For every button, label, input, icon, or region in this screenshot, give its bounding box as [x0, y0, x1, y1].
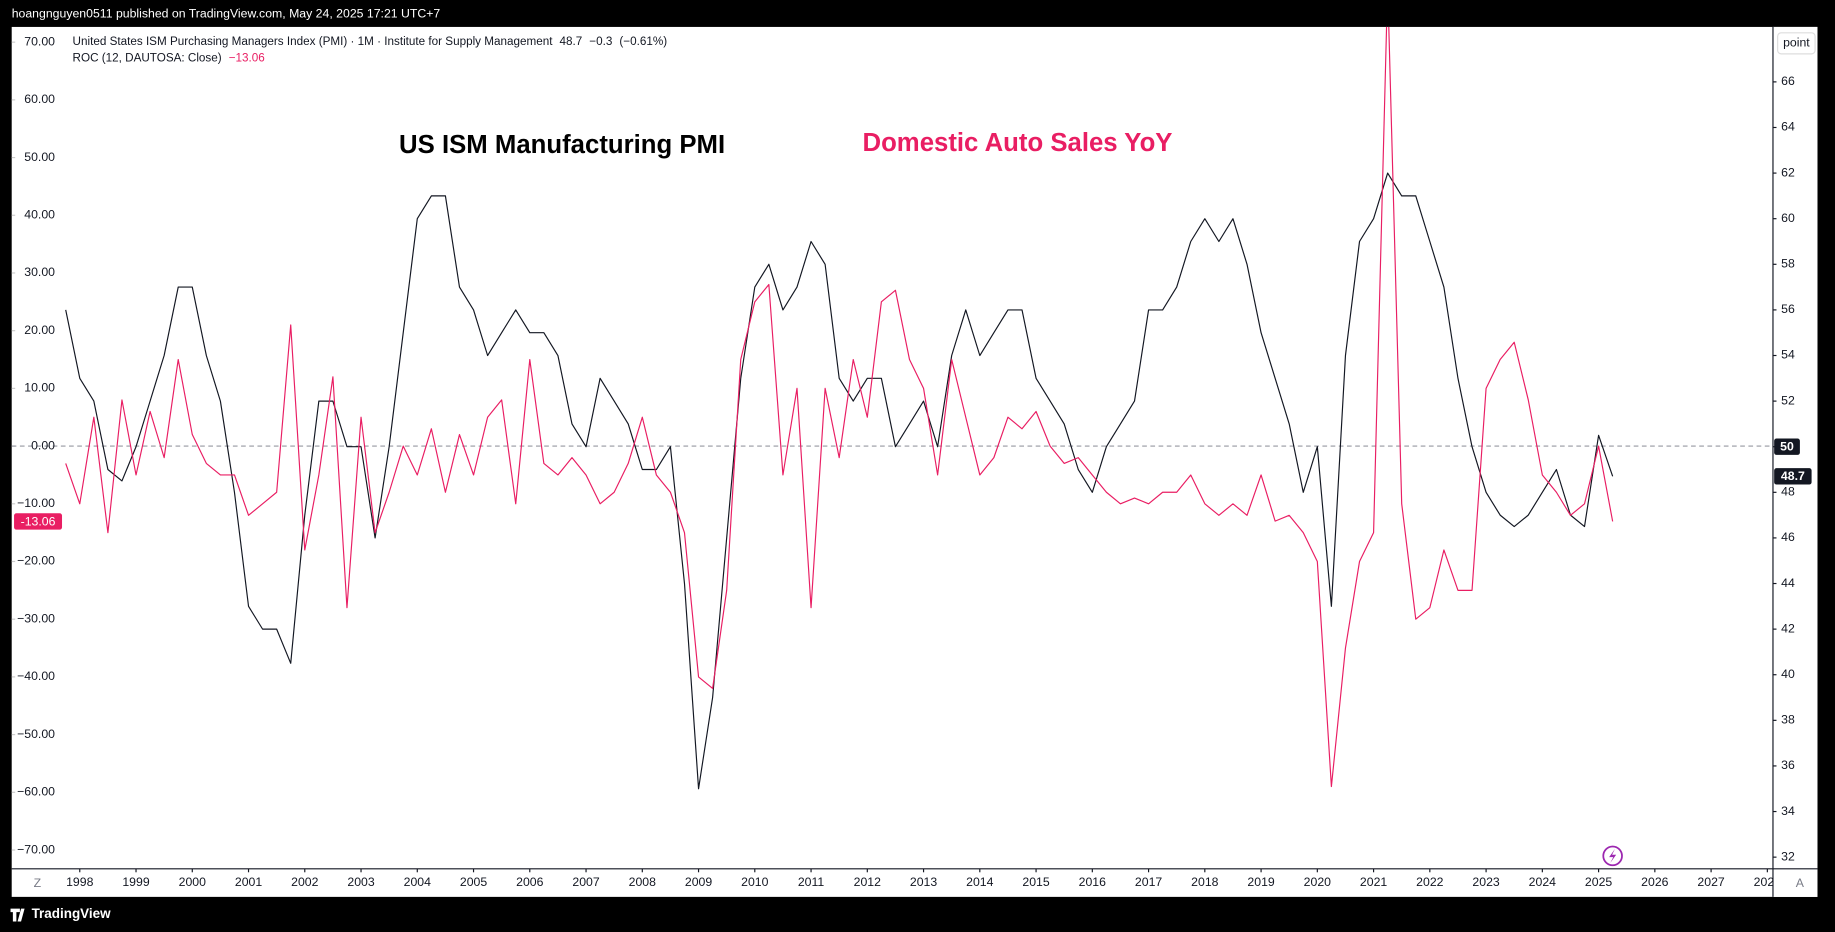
publisher: hoangnguyen0511 published on TradingView…	[12, 6, 441, 20]
x-tick-label: 2018	[1191, 875, 1218, 889]
y2-tick-label: 64	[1781, 120, 1795, 134]
x-tick-label: 2011	[798, 875, 825, 889]
overlay-layer: United States ISM Purchasing Managers In…	[73, 35, 1173, 159]
y-tick-label: −70.00	[17, 842, 55, 856]
y-tick-label: 50.00	[24, 150, 55, 164]
y2-tick-label: 54	[1781, 348, 1795, 362]
y2-tick-label: 38	[1781, 713, 1795, 727]
x-tick-label: 2012	[854, 875, 881, 889]
x-tick-label: 2025	[1585, 875, 1612, 889]
x-tick-label: 2007	[572, 875, 599, 889]
x-tick-label: 2000	[179, 875, 206, 889]
x-tick-label: 2013	[910, 875, 937, 889]
x-tick-label: 2019	[1247, 875, 1274, 889]
lightning-bolt	[1609, 848, 1617, 863]
chart-background	[11, 26, 1818, 897]
y2-tick-label: 58	[1781, 257, 1795, 271]
legend-value: −13.06	[229, 52, 265, 65]
y2-tick-label: 46	[1781, 530, 1795, 544]
unit-box	[1777, 32, 1816, 55]
x-tick-label: 2003	[347, 875, 374, 889]
y2-tick-label: 60	[1781, 211, 1795, 225]
annotation: US ISM Manufacturing PMI	[399, 131, 725, 159]
x-tick-label: 2015	[1022, 875, 1049, 889]
x-tick-label: 2006	[516, 875, 543, 889]
y-tick-label: −40.00	[17, 669, 55, 683]
y2-tick-label: 42	[1781, 621, 1795, 635]
y-tick-label: 30.00	[24, 265, 55, 279]
y-tick-label: 20.00	[24, 323, 55, 337]
y-tick-label: −30.00	[17, 611, 55, 625]
series-layer	[65, 26, 1614, 790]
brand-logo	[10, 908, 25, 922]
last-value-label: 48.7	[1781, 469, 1805, 483]
x-tick-label: 2004	[404, 875, 431, 889]
y-tick-label: −10.00	[17, 496, 55, 510]
corner-label: Z	[34, 876, 42, 890]
y2-tick-label: 56	[1781, 302, 1795, 316]
y2-tick-label: 34	[1781, 804, 1795, 818]
x-tick-label: 1999	[122, 875, 149, 889]
last-value-label: -13.06	[21, 514, 56, 528]
y2-tick-label: 44	[1781, 576, 1795, 590]
y2-tick-label: 62	[1781, 165, 1795, 179]
level-badge	[1774, 438, 1800, 455]
y-tick-label: −60.00	[17, 785, 55, 799]
brand: TradingView	[32, 906, 112, 921]
x-tick-label: 2014	[966, 875, 993, 889]
x-tick-label: 2017	[1135, 875, 1162, 889]
x-tick-label: 2005	[460, 875, 487, 889]
grid-layer	[11, 41, 1773, 851]
x-tick-label: 2022	[1416, 875, 1443, 889]
legend-value: −0.3	[589, 35, 612, 48]
x-tick-label: 2020	[1304, 875, 1331, 889]
x-tick-label: 2002	[291, 875, 318, 889]
y-tick-label: 40.00	[24, 208, 55, 222]
y2-tick-label: 48	[1781, 485, 1795, 499]
y-tick-label: 60.00	[24, 92, 55, 106]
legend-entry: United States ISM Purchasing Managers In…	[73, 35, 668, 48]
y2-tick-label: 52	[1781, 393, 1795, 407]
x-tick-label: 2009	[685, 875, 712, 889]
y-tick-label: 10.00	[24, 381, 55, 395]
x-tick-label: 2027	[1697, 875, 1724, 889]
y2-tick-label: 66	[1781, 74, 1795, 88]
x-tick-label: 2008	[629, 875, 656, 889]
series-line	[65, 172, 1614, 790]
x-tick-label: 2016	[1079, 875, 1106, 889]
x-tick-label: 2023	[1472, 875, 1499, 889]
last-value-badge	[1774, 468, 1812, 485]
x-tick-label: 2024	[1529, 875, 1556, 889]
legend-entry: ROC (12, DAUTOSA: Close) −13.06	[73, 52, 265, 65]
y-tick-label: 70.00	[24, 34, 55, 48]
unit-label: point	[1783, 36, 1810, 50]
x-tick-label: 2001	[235, 875, 262, 889]
x-tick-label: 2021	[1360, 875, 1387, 889]
right-axis-panel	[1772, 26, 1818, 897]
annotation: Domestic Auto Sales YoY	[862, 129, 1172, 157]
legend-value: (−0.61%)	[619, 35, 667, 48]
y2-tick-label: 40	[1781, 667, 1795, 681]
y-tick-label: −20.00	[17, 554, 55, 568]
last-value-badge	[14, 513, 63, 530]
x-tick-label: 2010	[741, 875, 768, 889]
lightning-icon[interactable]	[1602, 845, 1623, 867]
y2-tick-label: 32	[1781, 849, 1795, 863]
series-line	[65, 26, 1614, 788]
x-tick-label: 2026	[1641, 875, 1668, 889]
legend-name: ROC (12, DAUTOSA: Close)	[73, 52, 222, 65]
y2-tick-label: 36	[1781, 758, 1795, 772]
level-label: 50	[1780, 440, 1794, 454]
legend-name: United States ISM Purchasing Managers In…	[73, 35, 554, 48]
y-tick-label: 0.00	[31, 438, 55, 452]
corner-label: A	[1796, 876, 1805, 890]
x-axis-labels: 70.00 60.00 50.00 40.00 30.00 20.00 10.00 0.00 −…	[17, 34, 1781, 889]
y-tick-label: −50.00	[17, 727, 55, 741]
x-tick-label: 1998	[66, 875, 93, 889]
legend-value: 48.7	[560, 35, 583, 48]
